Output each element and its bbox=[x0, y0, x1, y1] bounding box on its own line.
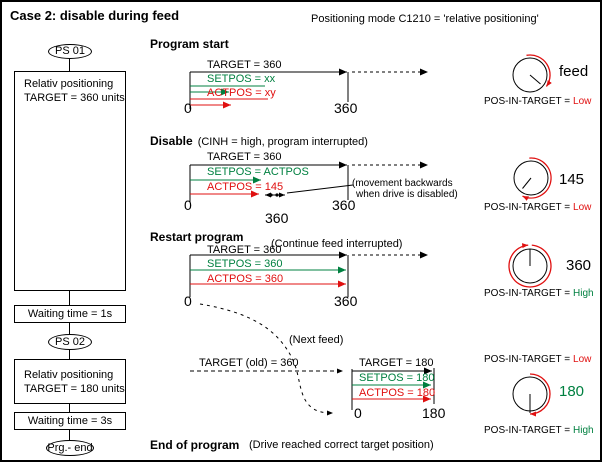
dis-axis-mid-360: 360 bbox=[265, 210, 289, 226]
pos-in-target-prefix: POS-IN-TARGET = bbox=[484, 425, 571, 436]
dial-180 bbox=[512, 373, 551, 417]
nf-axis-180: 180 bbox=[422, 405, 446, 421]
dial3-status-value: High bbox=[573, 288, 594, 299]
dial4-status-below-value: High bbox=[573, 425, 594, 436]
ps-axis-360: 360 bbox=[334, 100, 358, 116]
flowchart-connector bbox=[69, 350, 70, 359]
dial2-status-value: Low bbox=[573, 202, 592, 213]
ps-axis-0: 0 bbox=[184, 100, 192, 116]
heading-restart: Restart program bbox=[150, 230, 244, 244]
dis-axis-0: 0 bbox=[184, 197, 192, 213]
res-actpos-label: ACTPOS = 360 bbox=[207, 273, 284, 285]
res-target-label: TARGET = 360 bbox=[207, 244, 282, 256]
plot-program-start bbox=[189, 68, 428, 109]
dial4-status-above-value: Low bbox=[573, 354, 592, 365]
page-title: Case 2: disable during feed bbox=[10, 8, 180, 23]
dial1-value: feed bbox=[559, 63, 589, 80]
nf-actpos-label: ACTPOS = 180 bbox=[359, 387, 436, 399]
nf-axis-0: 0 bbox=[354, 405, 362, 421]
flowchart-ps02: PS 02 bbox=[48, 334, 92, 350]
flowchart-wait2: Waiting time = 3s bbox=[14, 412, 126, 430]
step1-line2: TARGET = 360 units bbox=[24, 92, 125, 104]
dial3-status: POS-IN-TARGET = High bbox=[484, 288, 594, 299]
heading-disable: Disable (CINH = high, program interrupted… bbox=[150, 134, 368, 148]
next-feed-note: (Next feed) bbox=[289, 334, 344, 346]
ps-target-label: TARGET = 360 bbox=[207, 59, 282, 71]
dial4-value: 180 bbox=[559, 383, 585, 400]
dial3-value: 360 bbox=[566, 257, 592, 274]
dial-145 bbox=[513, 157, 552, 201]
res-setpos-label: SETPOS = 360 bbox=[207, 258, 283, 270]
pos-in-target-prefix: POS-IN-TARGET = bbox=[484, 288, 571, 299]
dial2-status: POS-IN-TARGET = Low bbox=[484, 202, 591, 213]
flowchart-step1: Relativ positioning TARGET = 360 units bbox=[14, 71, 126, 291]
dial-feed bbox=[512, 54, 552, 93]
dis-setpos-label: SETPOS = ACTPOS bbox=[207, 166, 309, 178]
disable-heading: Disable bbox=[150, 134, 193, 148]
res-axis-360: 360 bbox=[334, 293, 358, 309]
ps-setpos-label: SETPOS = xx bbox=[207, 73, 276, 85]
dis-callout-line1: (movement backwards bbox=[352, 178, 453, 189]
flowchart-connector bbox=[69, 291, 70, 305]
ps-actpos-label: ACTPOS = xy bbox=[207, 87, 276, 99]
positioning-mode-note: Positioning mode C1210 = 'relative posit… bbox=[311, 13, 539, 25]
step2-line2: TARGET = 180 units bbox=[24, 383, 125, 395]
dis-callout-line2: when drive is disabled) bbox=[356, 189, 458, 200]
dial1-status: POS-IN-TARGET = Low bbox=[484, 96, 591, 107]
dis-target-label: TARGET = 360 bbox=[207, 151, 282, 163]
flowchart-ps01: PS 01 bbox=[48, 44, 92, 59]
flowchart-connector bbox=[69, 323, 70, 334]
plot-disable bbox=[189, 161, 428, 202]
step1-line1: Relativ positioning bbox=[24, 78, 114, 90]
dis-axis-360: 360 bbox=[332, 197, 356, 213]
heading-program-start: Program start bbox=[150, 37, 229, 51]
step2-line1: Relativ positioning bbox=[24, 369, 114, 381]
flowchart-step2: Relativ positioning TARGET = 180 units bbox=[14, 359, 126, 404]
heading-end-of-program: End of program bbox=[150, 438, 240, 452]
end-of-program-note: (Drive reached correct target position) bbox=[249, 439, 434, 451]
disable-heading-note: (CINH = high, program interrupted) bbox=[197, 136, 368, 148]
restart-note: (Continue feed interrupted) bbox=[271, 238, 403, 250]
pos-in-target-prefix: POS-IN-TARGET = bbox=[484, 202, 571, 213]
dial4-status-below: POS-IN-TARGET = High bbox=[484, 425, 594, 436]
pos-in-target-prefix: POS-IN-TARGET = bbox=[484, 354, 571, 365]
nf-target-label: TARGET = 180 bbox=[359, 357, 434, 369]
nf-target-old-label: TARGET (old) = 360 bbox=[199, 357, 299, 369]
flowchart-connector bbox=[69, 430, 70, 440]
dial1-status-value: Low bbox=[573, 96, 592, 107]
dial-360 bbox=[508, 243, 552, 288]
res-axis-0: 0 bbox=[184, 293, 192, 309]
nf-setpos-label: SETPOS = 180 bbox=[359, 372, 435, 384]
dial4-status-above: POS-IN-TARGET = Low bbox=[484, 354, 591, 365]
plot-next-feed bbox=[190, 367, 435, 410]
flowchart-connector bbox=[69, 59, 70, 71]
flowchart-wait1: Waiting time = 1s bbox=[14, 305, 126, 323]
flowchart-connector bbox=[69, 404, 70, 412]
pos-in-target-prefix: POS-IN-TARGET = bbox=[484, 96, 571, 107]
dial2-value: 145 bbox=[559, 171, 585, 188]
plot-restart bbox=[189, 251, 428, 416]
dis-actpos-label: ACTPOS = 145 bbox=[207, 181, 284, 193]
flowchart-prg-end: Prg.- end bbox=[46, 440, 94, 456]
